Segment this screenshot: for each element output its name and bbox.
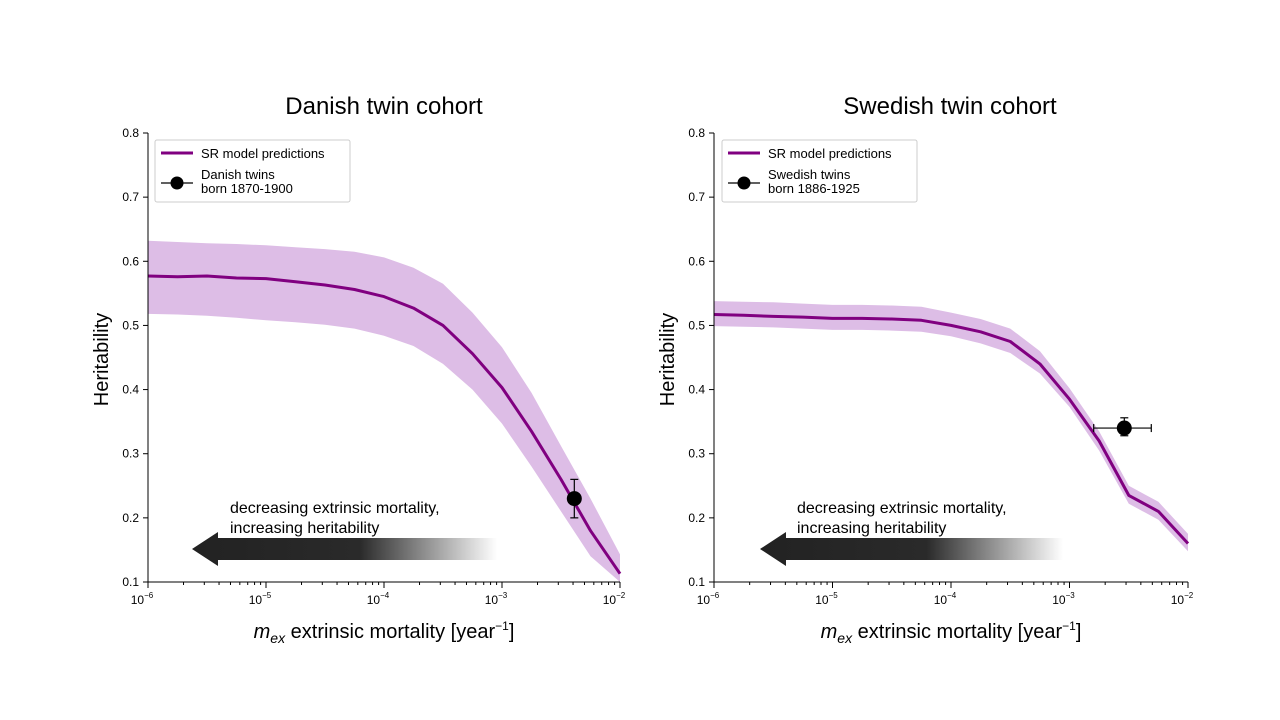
x-tick-exponent: −2 [1184,591,1194,600]
x-tick-exponent: −4 [947,591,957,600]
arrow-annotation-line: decreasing extrinsic mortality, [797,500,1007,517]
y-tick-label: 0.6 [122,254,139,268]
y-tick-label: 0.8 [122,126,139,140]
x-tick-exponent: −3 [1066,591,1076,600]
legend-point-swatch [170,176,184,190]
legend-series-label: SR model predictions [201,146,325,161]
x-tick-base: 10 [131,593,145,607]
panel-swedish: Swedish twin cohort decreasing extrinsic … [657,93,1194,646]
y-tick-label: 0.4 [122,383,139,397]
x-label-text: extrinsic mortality [year [285,621,495,643]
x-tick-base: 10 [249,593,263,607]
y-axis-label: Heritability [657,313,679,406]
x-tick-base: 10 [603,593,617,607]
prediction-line [147,274,622,575]
y-tick-label: 0.4 [688,383,705,397]
x-tick-label: 10−6 [697,591,720,607]
y-tick-label: 0.5 [122,318,139,332]
chart-title: Swedish twin cohort [843,93,1057,120]
legend-observation-label: born 1886-1925 [768,181,860,196]
y-tick-label: 0.7 [122,190,139,204]
x-tick-exponent: −6 [144,591,154,600]
legend-box [721,139,918,203]
x-label-subscript: ex [837,630,853,646]
observation-point [566,491,582,507]
x-tick-label: 10−6 [131,591,154,607]
x-tick-exponent: −2 [616,591,626,600]
x-label-text: extrinsic mortality [year [852,621,1062,643]
prediction-band [148,240,620,583]
x-axis-label: mex extrinsic mortality [year−1] [821,619,1082,646]
x-tick-base: 10 [815,593,829,607]
y-tick-label: 0.7 [688,190,705,204]
arrow-annotation-line: decreasing extrinsic mortality, [230,500,440,517]
arrow-annotation-line: increasing heritability [797,520,946,537]
x-label-close: ] [509,621,515,643]
x-tick-exponent: −6 [710,591,720,600]
x-tick-base: 10 [367,593,381,607]
x-label-exponent: −1 [495,619,509,633]
legend-box [154,139,351,203]
arrow-annotation-line: increasing heritability [230,520,379,537]
x-tick-label: 10−3 [485,591,508,607]
mortality-arrow [760,532,1063,566]
legend-series-label: SR model predictions [768,146,892,161]
x-tick-exponent: −5 [262,591,272,600]
legend-observation-label: born 1870-1900 [201,181,293,196]
y-tick-label: 0.3 [688,447,705,461]
x-tick-base: 10 [1052,593,1066,607]
x-label-subscript: ex [270,630,286,646]
x-tick-base: 10 [934,593,948,607]
x-tick-label: 10−4 [367,591,390,607]
x-tick-label: 10−3 [1052,591,1075,607]
x-tick-base: 10 [485,593,499,607]
panel-danish: Danish twin cohort decreasing extrinsic m… [91,93,626,646]
x-tick-base: 10 [1171,593,1185,607]
legend-observation-label: Danish twins [201,167,275,182]
x-label-close: ] [1076,621,1082,643]
y-tick-label: 0.1 [688,575,705,589]
y-tick-label: 0.5 [688,318,705,332]
x-tick-exponent: −3 [498,591,508,600]
x-tick-label: 10−2 [603,591,626,607]
mortality-arrow [192,532,497,566]
x-label-symbol: m [821,621,838,643]
y-tick-label: 0.6 [688,254,705,268]
y-tick-label: 0.8 [688,126,705,140]
x-tick-label: 10−5 [249,591,272,607]
x-tick-exponent: −5 [829,591,839,600]
x-label-symbol: m [254,621,271,643]
y-tick-label: 0.2 [122,511,139,525]
legend-observation-label: Swedish twins [768,167,851,182]
y-tick-label: 0.1 [122,575,139,589]
x-tick-base: 10 [697,593,711,607]
legend-point-swatch [737,176,751,190]
x-tick-label: 10−4 [934,591,957,607]
chart-title: Danish twin cohort [285,93,483,120]
observation-point [1116,420,1132,436]
y-tick-label: 0.3 [122,447,139,461]
x-tick-exponent: −4 [380,591,390,600]
prediction-line [713,313,1190,545]
x-label-exponent: −1 [1062,619,1076,633]
x-tick-label: 10−2 [1171,591,1194,607]
x-tick-label: 10−5 [815,591,838,607]
x-axis-label: mex extrinsic mortality [year−1] [254,619,515,646]
y-axis-label: Heritability [91,313,113,406]
y-tick-label: 0.2 [688,511,705,525]
